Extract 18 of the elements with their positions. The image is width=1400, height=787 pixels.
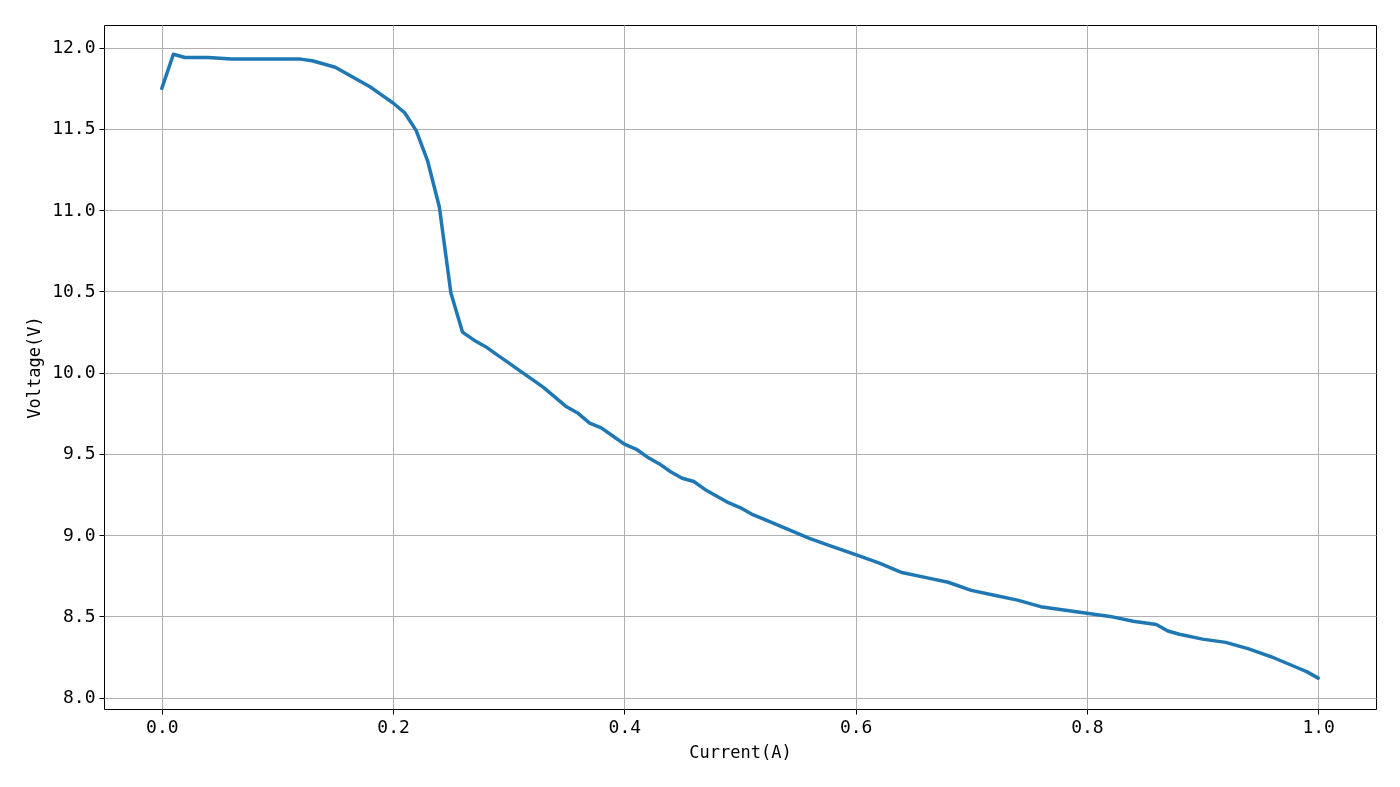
x-tick-label: 0.8 — [1071, 715, 1104, 737]
y-tick-label: 10.0 — [52, 361, 96, 383]
y-tick-label: 11.5 — [52, 117, 96, 139]
x-tick-label: 0.2 — [377, 715, 410, 737]
x-tick-label: 0.4 — [608, 715, 642, 737]
x-axis-title: Current(A) — [689, 741, 792, 762]
y-tick-label: 11.0 — [52, 198, 96, 220]
y-tick-label: 8.5 — [62, 604, 96, 626]
y-tick-label: 10.5 — [52, 279, 96, 301]
y-tick-label: 12.0 — [52, 36, 96, 58]
x-tick-label: 1.0 — [1302, 715, 1335, 737]
y-tick-label: 9.0 — [62, 523, 96, 545]
y-tick-label: 9.5 — [62, 442, 96, 464]
y-tick-label: 8.0 — [62, 686, 96, 708]
x-tick-label: 0.6 — [839, 715, 873, 737]
y-axis-title: Voltage(V) — [24, 316, 45, 419]
line-series — [160, 52, 1320, 680]
x-tick-label: 0.0 — [146, 715, 179, 737]
